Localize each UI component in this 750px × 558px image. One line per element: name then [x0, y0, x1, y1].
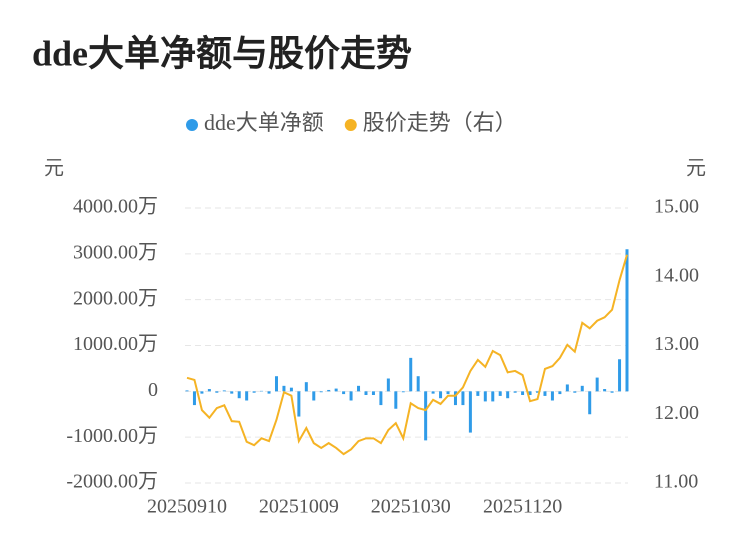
legend-marker	[186, 119, 198, 131]
bar	[580, 385, 584, 392]
price-line	[186, 254, 628, 456]
bar	[416, 376, 420, 392]
bar	[610, 391, 614, 393]
y2-axis-label: 元	[686, 158, 706, 180]
bar	[573, 391, 577, 393]
bar	[230, 391, 234, 394]
bar	[207, 389, 211, 392]
bar	[618, 359, 622, 392]
y-axis-label: 元	[44, 158, 64, 180]
y2-tick-label: 11.00	[654, 471, 698, 493]
bar	[565, 384, 569, 392]
y-tick-label: 4000.00万	[73, 196, 158, 218]
bar	[625, 249, 629, 392]
bar	[468, 391, 472, 433]
bar	[409, 357, 413, 392]
bar	[558, 391, 562, 395]
bar	[185, 390, 189, 392]
x-tick-label: 20250910	[147, 496, 227, 518]
bar	[536, 391, 540, 393]
bar	[498, 391, 502, 396]
bar	[342, 391, 346, 395]
bar	[461, 391, 465, 406]
bar	[424, 391, 428, 441]
y2-tick-label: 15.00	[654, 196, 699, 218]
bar	[431, 391, 435, 394]
bar	[200, 391, 204, 394]
bar	[528, 391, 532, 395]
bar	[304, 382, 308, 392]
bar	[550, 391, 554, 401]
bar	[506, 391, 510, 399]
bar	[245, 391, 249, 401]
y-tick-label: 2000.00万	[73, 287, 158, 309]
bar	[521, 391, 525, 395]
bar	[483, 391, 487, 402]
bar	[595, 377, 599, 392]
bar	[588, 391, 592, 415]
x-tick-label: 20251030	[371, 496, 451, 518]
bar	[222, 390, 226, 392]
bar	[267, 391, 271, 394]
bar	[439, 391, 443, 399]
bar	[476, 391, 480, 396]
bar	[543, 391, 547, 396]
bar	[192, 391, 196, 406]
y2-tick-label: 13.00	[654, 333, 699, 355]
bar	[237, 391, 241, 399]
bar	[327, 389, 331, 392]
bar	[491, 391, 495, 402]
bar	[289, 387, 293, 392]
chart-title: dde大单净额与股价走势	[32, 33, 412, 73]
bar	[371, 391, 375, 395]
y-tick-label: -2000.00万	[66, 471, 158, 493]
legend-label: dde大单净额	[204, 110, 324, 135]
bar	[334, 388, 338, 392]
bar	[282, 385, 286, 392]
bar	[386, 378, 390, 392]
bar	[446, 391, 450, 395]
bar	[379, 391, 383, 406]
y-tick-label: 1000.00万	[73, 333, 158, 355]
bar	[215, 391, 219, 393]
legend-label: 股价走势（右）	[363, 110, 517, 135]
bar	[312, 391, 316, 401]
bar	[260, 390, 264, 392]
y2-tick-label: 14.00	[654, 264, 699, 286]
bar	[274, 376, 278, 392]
bar	[319, 391, 323, 393]
bar	[297, 391, 301, 417]
bar	[513, 391, 517, 393]
bar	[603, 389, 607, 392]
bar	[357, 385, 361, 392]
y2-tick-label: 12.00	[654, 402, 699, 424]
bar	[252, 391, 256, 393]
y-tick-label: -1000.00万	[66, 425, 158, 447]
y-tick-label: 3000.00万	[73, 241, 158, 263]
x-tick-label: 20251120	[483, 496, 562, 518]
bar	[394, 391, 398, 409]
bar	[453, 391, 457, 406]
bar	[401, 391, 405, 393]
bar	[364, 391, 368, 395]
y-tick-label: 0	[148, 379, 158, 401]
legend-marker	[344, 119, 357, 131]
x-tick-label: 20251009	[259, 496, 339, 518]
bar	[349, 391, 353, 401]
